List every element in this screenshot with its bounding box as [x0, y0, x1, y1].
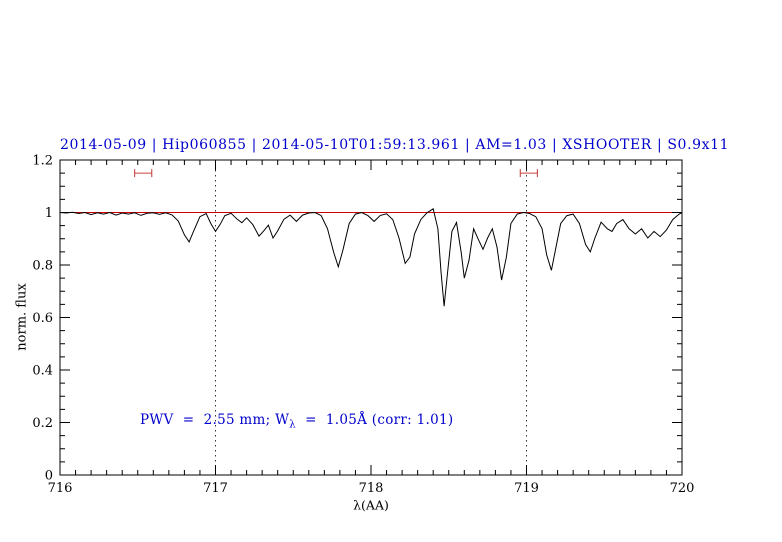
y-tick-label: 1: [45, 206, 53, 221]
spectrum-line: [59, 207, 683, 307]
telluric-band-marker: [134, 169, 153, 178]
telluric-band-marker: [519, 169, 538, 178]
x-tick-label: 718: [359, 481, 384, 496]
x-tick-label: 720: [670, 481, 695, 496]
y-ticks: [60, 159, 682, 476]
y-tick-label: 0: [45, 469, 53, 484]
x-ticks: [59, 160, 683, 475]
x-axis-label: λ(AA): [353, 497, 389, 513]
y-tick-label: 0.6: [32, 311, 53, 326]
y-tick-label: 0.2: [32, 416, 53, 431]
x-tick-label: 716: [48, 481, 73, 496]
x-tick-label: 717: [203, 481, 228, 496]
y-axis-label: norm. flux: [14, 283, 30, 351]
lambda-subscript: λ: [289, 419, 296, 431]
pwv-annotation-text: PWV = 2.55 mm; W: [140, 412, 290, 428]
pwv-annotation: PWV = 2.55 mm; Wλ = 1.05Å (corr: 1.01): [140, 412, 453, 431]
pwv-annotation-text2: = 1.05Å (corr: 1.01): [295, 412, 454, 428]
y-tick-label: 0.4: [32, 364, 53, 379]
y-tick-label: 1.2: [32, 154, 53, 169]
x-tick-label: 719: [514, 481, 539, 496]
y-tick-label: 0.8: [32, 259, 53, 274]
